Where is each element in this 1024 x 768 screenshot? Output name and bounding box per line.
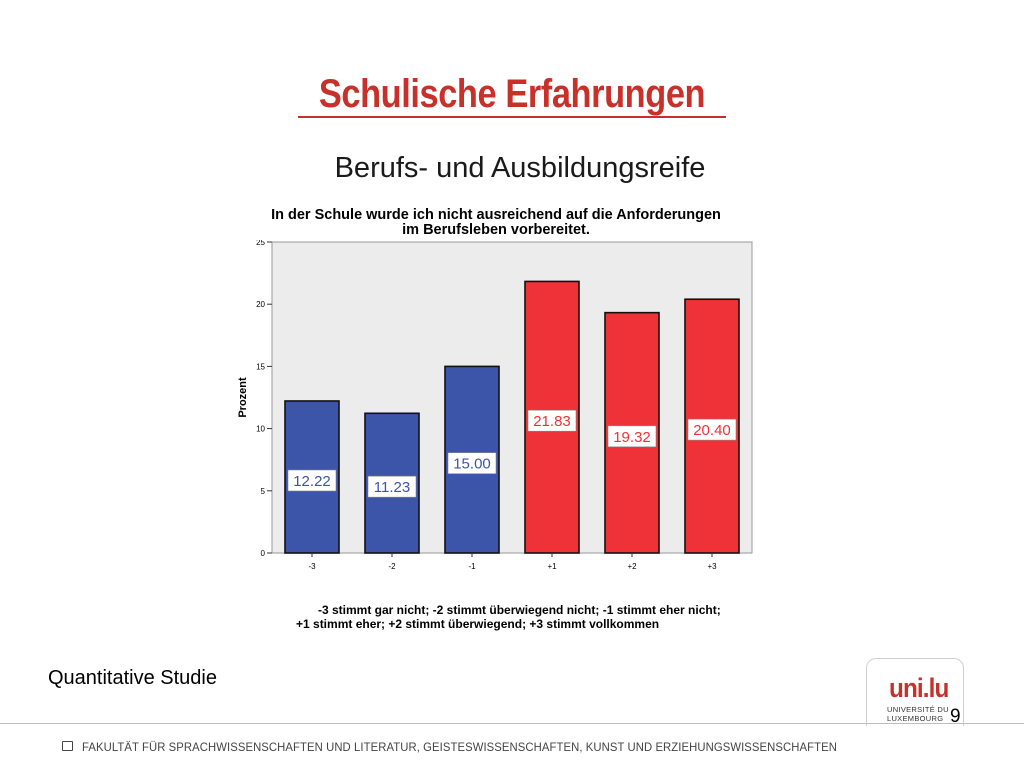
logo-subtitle: UNIVERSITÉ DU LUXEMBOURG bbox=[887, 705, 949, 723]
y-axis-label: Prozent bbox=[237, 377, 249, 418]
data-label-box bbox=[527, 409, 577, 432]
data-label-box bbox=[447, 452, 497, 474]
slide-title: Schulische Erfahrungen bbox=[318, 72, 706, 116]
data-label: 11.23 bbox=[374, 479, 410, 496]
data-label: 19.32 bbox=[613, 429, 651, 446]
footer-faculty: FAKULTÄT FÜR SPRACHWISSENSCHAFTEN UND LI… bbox=[82, 740, 837, 754]
footer-study-label: Quantitative Studie bbox=[48, 667, 217, 689]
y-tick-label: 10 bbox=[256, 425, 265, 434]
data-label: 21.83 bbox=[533, 413, 571, 430]
plot-area bbox=[271, 241, 753, 554]
y-tick-label: 0 bbox=[261, 549, 266, 558]
chart-title-line-1: In der Schule wurde ich nicht ausreichen… bbox=[271, 207, 721, 223]
footer-divider bbox=[0, 723, 1024, 724]
y-tick-label: 15 bbox=[256, 362, 265, 371]
title-underline bbox=[298, 116, 726, 118]
logo-subtitle-line-1: UNIVERSITÉ DU bbox=[887, 705, 949, 714]
x-tick-label: +3 bbox=[707, 562, 717, 571]
y-tick-label: 25 bbox=[256, 240, 265, 247]
x-tick-label: +2 bbox=[627, 562, 637, 571]
data-label-box bbox=[607, 425, 657, 448]
chart-legend: -3 stimmt gar nicht; -2 stimmt überwiege… bbox=[296, 603, 756, 631]
bar-chart: 0 5 10 15 20 25 Prozent -3 12.22 -2 11.23 -1 15.00 +1… bbox=[237, 240, 753, 571]
legend-line-1: -3 stimmt gar nicht; -2 stimmt überwiege… bbox=[318, 603, 721, 617]
y-tick-label: 5 bbox=[261, 487, 266, 496]
university-logo: uni.lu UNIVERSITÉ DU LUXEMBOURG bbox=[866, 658, 964, 726]
data-label-box bbox=[287, 469, 337, 492]
data-label: 15.00 bbox=[453, 456, 491, 473]
logo-subtitle-line-2: LUXEMBOURG bbox=[887, 714, 944, 723]
slide-subtitle: Berufs- und Ausbildungsreife bbox=[334, 152, 706, 184]
logo-mark: uni.lu bbox=[889, 673, 949, 703]
x-tick-label: -1 bbox=[468, 562, 476, 571]
data-label-box bbox=[687, 418, 737, 441]
square-bullet-icon bbox=[62, 741, 73, 751]
y-tick-label: 20 bbox=[256, 300, 265, 309]
x-tick-label: -2 bbox=[388, 562, 396, 571]
chart-title-line-2: im Berufsleben vorbereitet. bbox=[402, 222, 590, 238]
chart-title: In der Schule wurde ich nicht ausreichen… bbox=[196, 208, 796, 238]
x-tick-label: +1 bbox=[547, 562, 557, 571]
data-label-box bbox=[367, 475, 417, 498]
page-number: 9 bbox=[950, 706, 961, 727]
x-tick-label: -3 bbox=[308, 562, 316, 571]
legend-line-2: +1 stimmt eher; +2 stimmt überwiegend; +… bbox=[296, 617, 660, 631]
data-label: 20.40 bbox=[693, 422, 731, 439]
data-label: 12.22 bbox=[293, 473, 331, 490]
